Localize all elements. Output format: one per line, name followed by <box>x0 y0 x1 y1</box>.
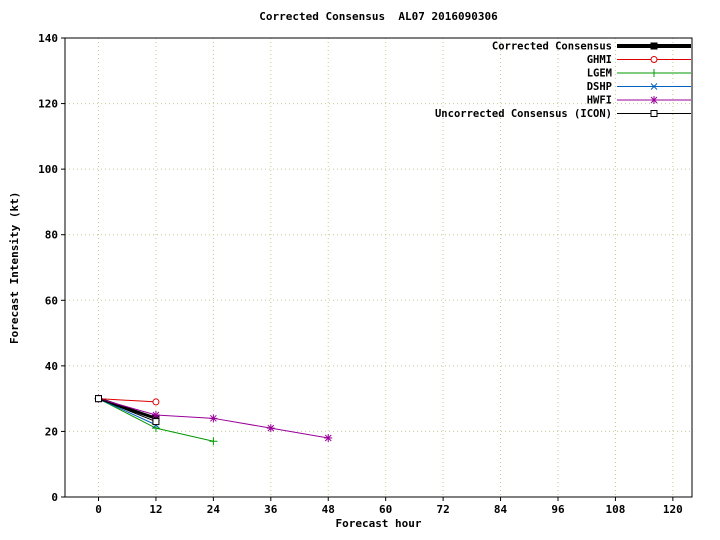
series-uncorrected-consensus-icon <box>95 395 160 426</box>
series-hwfi <box>94 394 333 442</box>
legend-label: DSHP <box>587 81 612 93</box>
series-line <box>98 398 157 426</box>
y-tick-label: 20 <box>45 425 58 438</box>
x-tick-label: 0 <box>95 503 102 516</box>
y-tick-label: 60 <box>45 294 58 307</box>
x-tick-label: 108 <box>605 503 625 516</box>
series-line <box>98 397 157 420</box>
x-tick-label: 48 <box>322 503 335 516</box>
legend-label: HWFI <box>587 95 612 107</box>
chart-title: Corrected Consensus AL07 2016090306 <box>259 10 498 23</box>
y-tick-label: 140 <box>38 32 58 45</box>
x-tick-label: 96 <box>551 503 565 516</box>
x-tick-label: 72 <box>436 503 449 516</box>
legend-label: Corrected Consensus <box>492 41 612 53</box>
legend-entry-hwfi: HWFI <box>587 95 691 107</box>
y-tick-label: 80 <box>45 229 58 242</box>
legend-label: Uncorrected Consensus (ICON) <box>435 108 612 120</box>
x-tick-label: 120 <box>663 503 683 516</box>
axis-ticks: 0 12 24 36 48 60 72 84 96 108 120 0 20 40 60 80 100 120 14… <box>38 32 683 516</box>
x-tick-label: 12 <box>149 503 162 516</box>
x-tick-label: 84 <box>494 503 508 516</box>
y-tick-label: 100 <box>38 163 58 176</box>
x-axis-label: Forecast hour <box>335 517 422 530</box>
y-tick-label: 120 <box>38 98 58 111</box>
x-tick-label: 60 <box>379 503 392 516</box>
y-tick-label: 40 <box>45 360 58 373</box>
axis-frame <box>64 37 693 498</box>
x-tick-label: 24 <box>207 503 221 516</box>
legend-entry-dshp: DSHP <box>587 81 691 93</box>
legend-entry-corrected-consensus: Corrected Consensus <box>492 41 691 53</box>
legend-label: GHMI <box>587 54 612 66</box>
series-line <box>98 398 156 403</box>
series-line <box>98 398 157 423</box>
legend-entry-uncorrected-consensus-icon: Uncorrected Consensus (ICON) <box>435 108 691 120</box>
legend-entry-lgem: LGEM <box>587 68 691 80</box>
legend-label: LGEM <box>587 68 612 80</box>
y-tick-label: 0 <box>51 491 58 504</box>
x-tick-label: 36 <box>264 503 278 516</box>
legend-entry-ghmi: GHMI <box>587 54 691 66</box>
